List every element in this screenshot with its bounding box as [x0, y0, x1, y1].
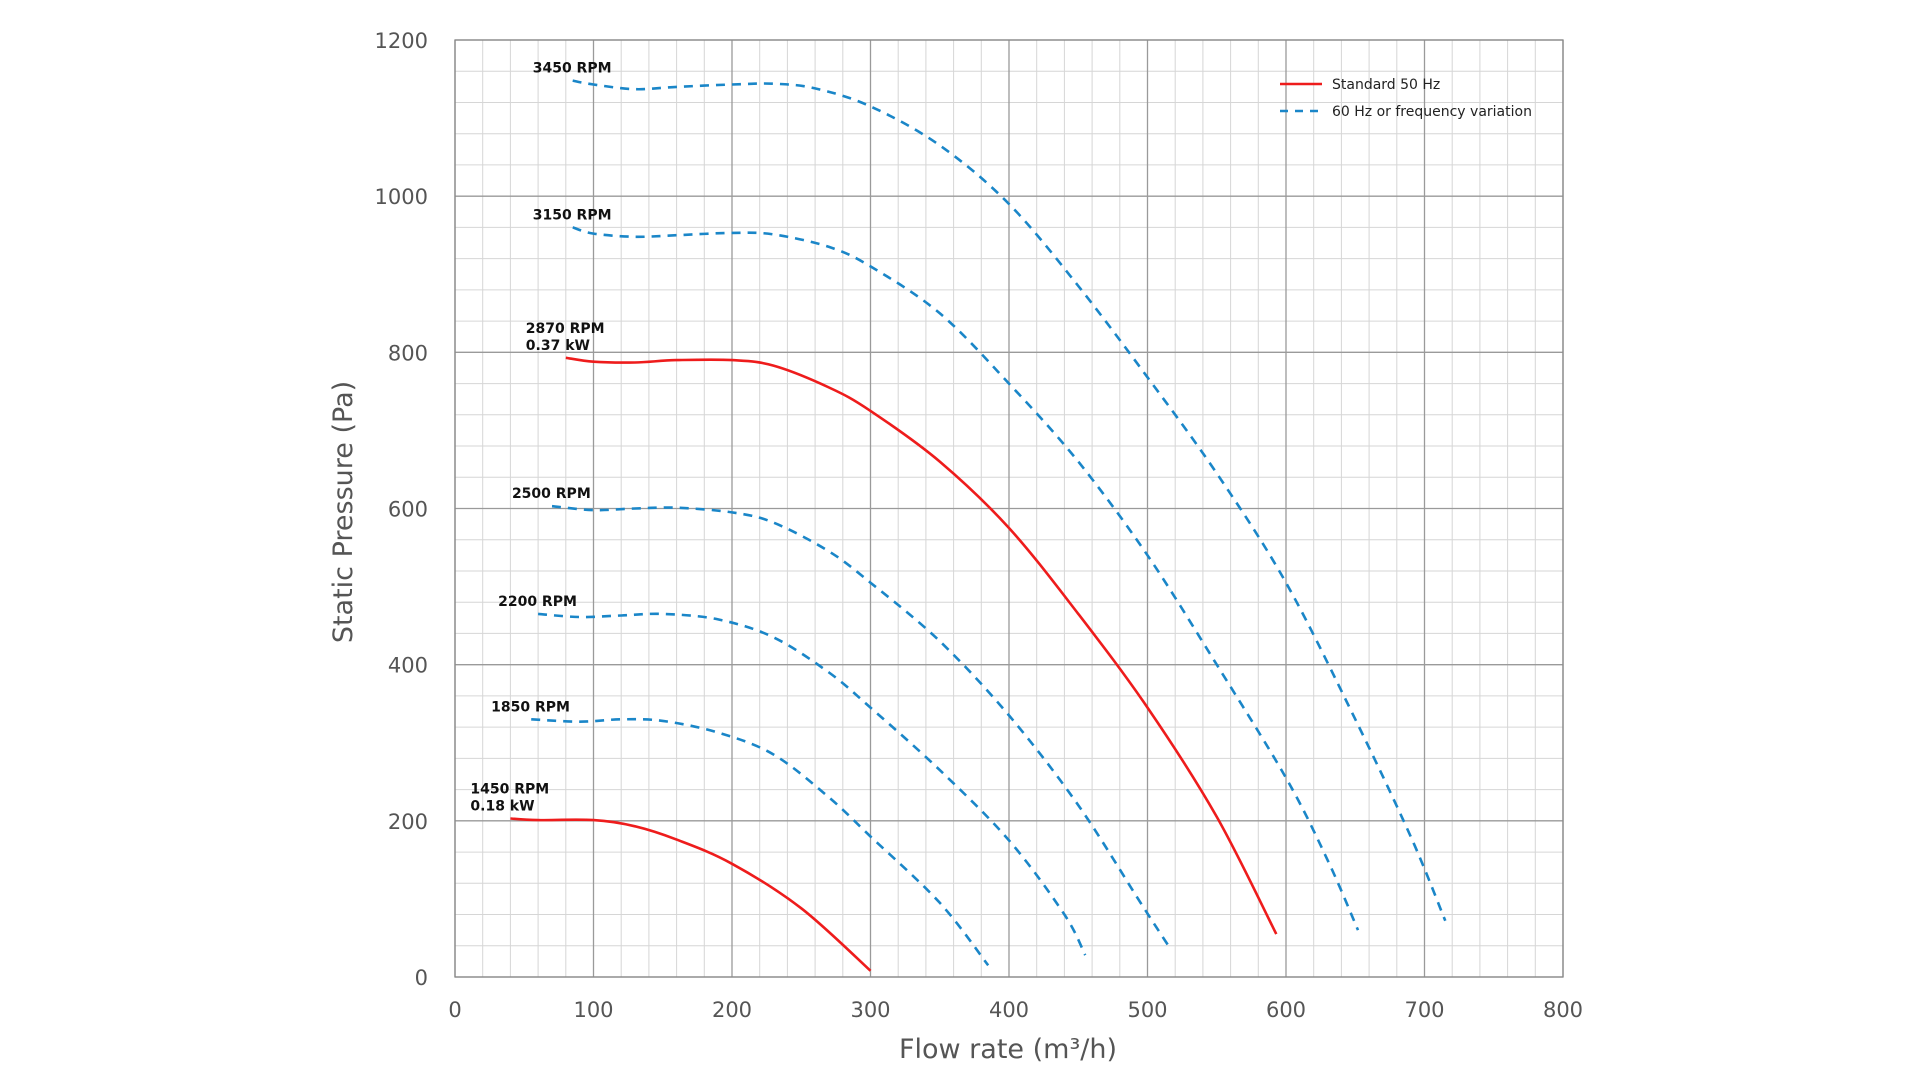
- curve-solid-1450-rpm: [510, 817, 872, 972]
- y-tick-label: 1000: [375, 185, 428, 209]
- x-tick-label: 100: [573, 998, 613, 1022]
- curve-label: 1850 RPM: [491, 699, 570, 715]
- curve-dashed-1850-rpm: [531, 717, 990, 967]
- x-tick-labels: 0 100 200 300 400 500 600 700 800: [448, 998, 1583, 1022]
- y-tick-labels: 0 200 400 600 800 1000 1200: [375, 29, 428, 990]
- y-tick-label: 200: [388, 810, 428, 834]
- y-tick-label: 0: [415, 966, 428, 990]
- y-tick-label: 400: [388, 654, 428, 678]
- curve-label: 1450 RPM: [470, 781, 549, 797]
- legend: Standard 50 Hz 60 Hz or frequency variat…: [1280, 77, 1532, 120]
- x-tick-label: 0: [448, 998, 461, 1022]
- curve-dashed-2200-rpm: [538, 612, 1087, 956]
- x-tick-label: 400: [989, 998, 1029, 1022]
- curve-dashed-2500-rpm: [551, 504, 1173, 951]
- y-tick-label: 800: [388, 341, 428, 365]
- x-tick-label: 500: [1127, 998, 1167, 1022]
- x-tick-label: 200: [712, 998, 752, 1022]
- x-tick-label: 800: [1543, 998, 1583, 1022]
- y-tick-label: 600: [388, 498, 428, 522]
- legend-label-standard: Standard 50 Hz: [1332, 77, 1440, 93]
- curve-dashed-3450-rpm: [572, 79, 1447, 922]
- curve-dashed-3150-rpm: [572, 226, 1360, 931]
- curve-solid-2870-rpm: [565, 356, 1278, 935]
- legend-label-frequency: 60 Hz or frequency variation: [1332, 104, 1532, 120]
- x-tick-label: 700: [1404, 998, 1444, 1022]
- y-tick-label: 1200: [375, 29, 428, 53]
- curve-label: 2200 RPM: [498, 594, 577, 610]
- y-axis-title: Static Pressure (Pa): [328, 381, 359, 643]
- curve-label: 2870 RPM: [526, 321, 605, 337]
- x-axis-title: Flow rate (m³/h): [899, 1034, 1117, 1065]
- plot-frame: [454, 39, 1564, 978]
- x-tick-label: 300: [850, 998, 890, 1022]
- curves: [510, 79, 1447, 972]
- curve-label: 3150 RPM: [533, 207, 612, 223]
- x-tick-label: 600: [1266, 998, 1306, 1022]
- curve-label: 3450 RPM: [533, 61, 612, 77]
- curve-label: 0.18 kW: [470, 798, 534, 814]
- curve-label: 0.37 kW: [526, 338, 590, 354]
- curve-label: 2500 RPM: [512, 486, 591, 502]
